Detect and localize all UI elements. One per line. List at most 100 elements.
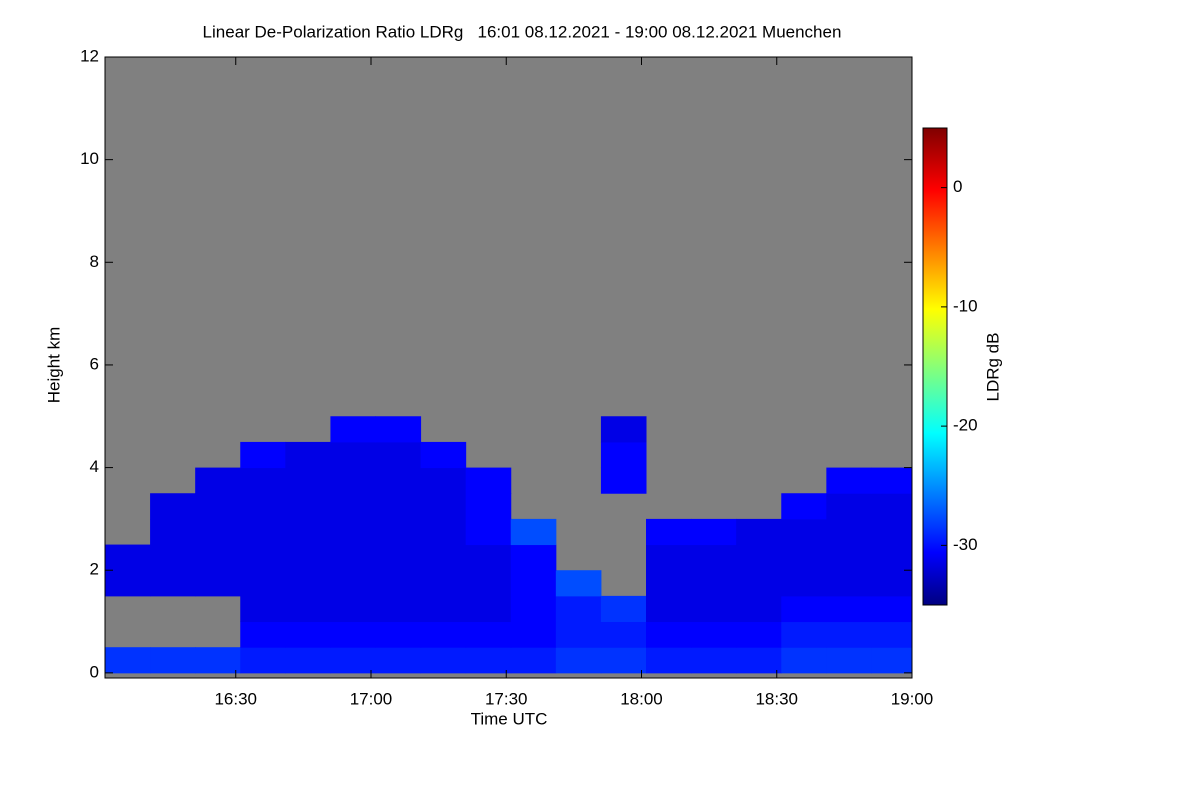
- heatmap-cell: [465, 595, 512, 623]
- heatmap-cell: [871, 518, 913, 546]
- heatmap-cell: [375, 647, 422, 674]
- heatmap-cell: [781, 544, 827, 571]
- heatmap-cell: [240, 595, 286, 623]
- heatmap-cell: [600, 647, 647, 674]
- heatmap-cell: [600, 467, 647, 494]
- heatmap-cell: [555, 570, 602, 597]
- heatmap-cell: [330, 544, 377, 571]
- x-tick-label: 18:00: [620, 689, 663, 708]
- heatmap-cell: [240, 518, 286, 546]
- heatmap-cell: [781, 595, 827, 623]
- heatmap-cell: [871, 647, 913, 674]
- heatmap-cell: [826, 595, 872, 623]
- heatmap-cell: [420, 621, 467, 648]
- heatmap-cell: [510, 595, 557, 623]
- heatmap-cell: [330, 595, 377, 623]
- heatmap-cell: [736, 544, 782, 571]
- heatmap-cell: [330, 416, 377, 443]
- heatmap-cell: [465, 647, 512, 674]
- heatmap-cell: [375, 518, 422, 546]
- y-tick-label: 6: [90, 354, 99, 373]
- heatmap-cell: [465, 518, 512, 546]
- heatmap-cell: [285, 621, 331, 648]
- heatmap-cell: [781, 647, 827, 674]
- heatmap-cell: [781, 570, 827, 597]
- heatmap-cell: [240, 647, 286, 674]
- heatmap-cell: [555, 647, 602, 674]
- heatmap-cell: [330, 621, 377, 648]
- heatmap-cell: [646, 570, 692, 597]
- heatmap-cell: [375, 595, 422, 623]
- heatmap-cell: [420, 544, 467, 571]
- heatmap-cell: [736, 570, 782, 597]
- y-tick-label: 12: [80, 46, 99, 65]
- heatmap-cell: [691, 647, 737, 674]
- colorbar-tick-label: -20: [953, 416, 978, 435]
- y-tick-label: 8: [90, 252, 99, 271]
- heatmap-cell: [646, 544, 692, 571]
- heatmap-cell: [150, 518, 196, 546]
- heatmap-cell: [195, 518, 241, 546]
- heatmap-cell: [826, 570, 872, 597]
- heatmap-cell: [826, 621, 872, 648]
- heatmap-cell: [375, 493, 422, 520]
- heatmap-cell: [150, 570, 196, 597]
- heatmap-cell: [105, 570, 151, 597]
- heatmap-cell: [871, 570, 913, 597]
- heatmap-cell: [691, 544, 737, 571]
- heatmap-cell: [826, 518, 872, 546]
- heatmap-cell: [375, 544, 422, 571]
- heatmap-cell: [105, 544, 151, 571]
- heatmap-cell: [195, 570, 241, 597]
- heatmap-cell: [195, 544, 241, 571]
- heatmap-cell: [736, 518, 782, 546]
- x-tick-label: 16:30: [214, 689, 257, 708]
- heatmap-cell: [375, 416, 422, 443]
- heatmap-cell: [195, 647, 241, 674]
- heatmap-cell: [240, 441, 286, 469]
- heatmap-cell: [240, 570, 286, 597]
- chart-title: Linear De-Polarization Ratio LDRg 16:01 …: [203, 22, 842, 41]
- heatmap-cell: [646, 518, 692, 546]
- heatmap-cell: [510, 544, 557, 571]
- heatmap-cell: [781, 493, 827, 520]
- x-tick-label: 19:00: [891, 689, 934, 708]
- heatmap-cell: [240, 467, 286, 494]
- y-axis-label: Height km: [44, 327, 63, 404]
- heatmap-cell: [420, 441, 467, 469]
- heatmap-cell: [240, 544, 286, 571]
- y-tick-label: 0: [90, 662, 99, 681]
- heatmap-cell: [330, 441, 377, 469]
- x-axis-label: Time UTC: [471, 709, 548, 728]
- heatmap-cell: [600, 595, 647, 623]
- heatmap-cell: [420, 595, 467, 623]
- colorbar-tick-label: 0: [953, 177, 962, 196]
- heatmap-cell: [240, 621, 286, 648]
- heatmap-cell: [420, 570, 467, 597]
- heatmap-cell: [600, 621, 647, 648]
- heatmap-cell: [736, 621, 782, 648]
- x-tick-label: 17:30: [485, 689, 528, 708]
- heatmap-cell: [600, 441, 647, 469]
- heatmap-cell: [375, 441, 422, 469]
- heatmap-cell: [330, 467, 377, 494]
- colorbar-tick-label: -10: [953, 296, 978, 315]
- heatmap-cell: [826, 467, 872, 494]
- heatmap-cell: [510, 621, 557, 648]
- heatmap-cell: [285, 595, 331, 623]
- heatmap-cell: [646, 621, 692, 648]
- heatmap-cell: [195, 467, 241, 494]
- x-tick-label: 17:00: [350, 689, 393, 708]
- heatmap-cell: [691, 621, 737, 648]
- heatmap-cell: [285, 441, 331, 469]
- heatmap-cell: [826, 493, 872, 520]
- heatmap-cell: [510, 518, 557, 546]
- heatmap-cell: [285, 647, 331, 674]
- heatmap-cell: [736, 647, 782, 674]
- heatmap-cell: [420, 467, 467, 494]
- heatmap-cell: [510, 570, 557, 597]
- colorbar-label: LDRg dB: [983, 333, 1002, 402]
- heatmap-cell: [691, 595, 737, 623]
- heatmap-cell: [330, 493, 377, 520]
